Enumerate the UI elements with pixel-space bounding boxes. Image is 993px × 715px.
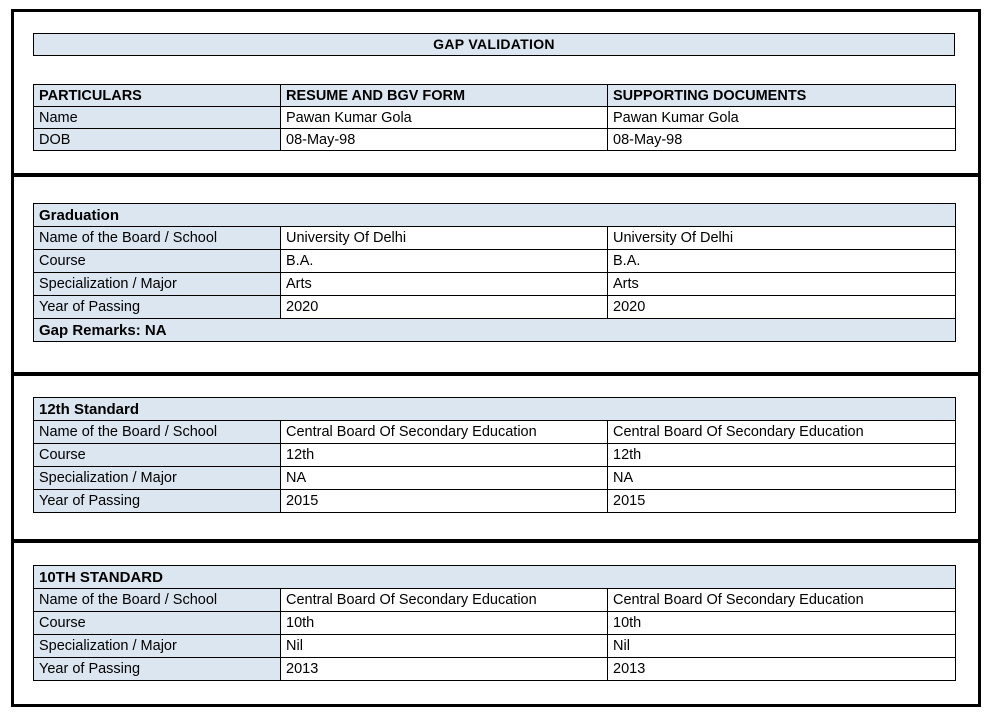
table-header-row: PARTICULARS RESUME AND BGV FORM SUPPORTI… <box>33 84 956 107</box>
row-course: Course 12th 12th <box>33 443 957 467</box>
row-specialization: Specialization / Major Nil Nil <box>33 634 956 658</box>
cell-resume-value: Arts <box>280 272 608 296</box>
gap-validation-document: GAP VALIDATION PARTICULARS RESUME AND BG… <box>11 9 981 707</box>
cell-supporting-value: 08-May-98 <box>607 128 956 151</box>
cell-resume-value: Pawan Kumar Gola <box>280 106 608 129</box>
column-header-resume-bgv: RESUME AND BGV FORM <box>280 84 608 107</box>
cell-resume-value: 2015 <box>280 489 608 513</box>
cell-label: Year of Passing <box>33 657 281 681</box>
cell-label: Year of Passing <box>33 489 281 513</box>
section-header-row: 12th Standard <box>32 397 957 421</box>
gap-remarks-row: Gap Remarks: NA <box>32 318 957 342</box>
section-12th-standard: 12th Standard Name of the Board / School… <box>14 376 978 539</box>
column-header-particulars: PARTICULARS <box>33 84 281 107</box>
cell-resume-value: Central Board Of Secondary Education <box>280 588 608 612</box>
row-course: Course B.A. B.A. <box>33 249 957 273</box>
section-header-row: 10TH STANDARD <box>33 565 956 589</box>
cell-supporting-value: Pawan Kumar Gola <box>607 106 956 129</box>
row-specialization: Specialization / Major Arts Arts <box>33 272 957 296</box>
document-title: GAP VALIDATION <box>433 36 555 52</box>
cell-label: Name of the Board / School <box>33 420 281 444</box>
section-divider <box>14 173 978 177</box>
cell-label: Course <box>33 611 281 635</box>
section-divider <box>14 372 978 376</box>
cell-supporting-value: Central Board Of Secondary Education <box>606 420 957 444</box>
cell-supporting-value: NA <box>606 466 957 490</box>
section-header-12th: 12th Standard <box>32 397 957 421</box>
row-year-of-passing: Year of Passing 2015 2015 <box>33 489 957 513</box>
tenth-standard-table: 10TH STANDARD Name of the Board / School… <box>33 565 956 681</box>
cell-label: Specialization / Major <box>33 272 281 296</box>
cell-supporting-value: Arts <box>606 272 957 296</box>
cell-resume-value: 08-May-98 <box>280 128 608 151</box>
cell-supporting-value: Central Board Of Secondary Education <box>607 588 956 612</box>
cell-supporting-value: 2020 <box>606 295 957 319</box>
section-10th-standard: 10TH STANDARD Name of the Board / School… <box>14 543 978 704</box>
cell-label: Course <box>33 443 281 467</box>
row-dob: DOB 08-May-98 08-May-98 <box>33 128 956 151</box>
cell-supporting-value: 10th <box>607 611 956 635</box>
section-header-row: Graduation <box>32 203 957 227</box>
column-header-supporting-docs: SUPPORTING DOCUMENTS <box>607 84 956 107</box>
cell-label: Name <box>33 106 281 129</box>
cell-label: Specialization / Major <box>33 634 281 658</box>
row-course: Course 10th 10th <box>33 611 956 635</box>
twelfth-standard-table: 12th Standard Name of the Board / School… <box>32 397 957 513</box>
cell-resume-value: 10th <box>280 611 608 635</box>
row-board-school: Name of the Board / School Central Board… <box>33 420 957 444</box>
cell-label: DOB <box>33 128 281 151</box>
cell-resume-value: B.A. <box>280 249 608 273</box>
section-header-graduation: Graduation <box>32 203 957 227</box>
cell-supporting-value: B.A. <box>606 249 957 273</box>
cell-resume-value: 2020 <box>280 295 608 319</box>
row-board-school: Name of the Board / School Central Board… <box>33 588 956 612</box>
cell-resume-value: 12th <box>280 443 608 467</box>
section-divider <box>14 539 978 543</box>
cell-supporting-value: 2015 <box>606 489 957 513</box>
cell-supporting-value: University Of Delhi <box>606 226 957 250</box>
row-year-of-passing: Year of Passing 2020 2020 <box>33 295 957 319</box>
particulars-table: PARTICULARS RESUME AND BGV FORM SUPPORTI… <box>33 84 956 151</box>
cell-resume-value: Central Board Of Secondary Education <box>280 420 608 444</box>
row-name: Name Pawan Kumar Gola Pawan Kumar Gola <box>33 106 956 129</box>
cell-supporting-value: 2013 <box>607 657 956 681</box>
cell-label: Specialization / Major <box>33 466 281 490</box>
cell-label: Name of the Board / School <box>33 226 281 250</box>
section-graduation: Graduation Name of the Board / School Un… <box>14 177 978 372</box>
graduation-table: Graduation Name of the Board / School Un… <box>32 203 957 342</box>
section-header-10th: 10TH STANDARD <box>33 565 956 589</box>
row-board-school: Name of the Board / School University Of… <box>33 226 957 250</box>
row-specialization: Specialization / Major NA NA <box>33 466 957 490</box>
cell-resume-value: University Of Delhi <box>280 226 608 250</box>
row-year-of-passing: Year of Passing 2013 2013 <box>33 657 956 681</box>
cell-supporting-value: 12th <box>606 443 957 467</box>
cell-label: Course <box>33 249 281 273</box>
document-title-bar: GAP VALIDATION <box>33 33 955 56</box>
gap-remarks: Gap Remarks: NA <box>32 318 957 342</box>
cell-resume-value: Nil <box>280 634 608 658</box>
cell-resume-value: NA <box>280 466 608 490</box>
cell-label: Year of Passing <box>33 295 281 319</box>
cell-label: Name of the Board / School <box>33 588 281 612</box>
section-particulars: GAP VALIDATION PARTICULARS RESUME AND BG… <box>14 12 978 173</box>
cell-resume-value: 2013 <box>280 657 608 681</box>
cell-supporting-value: Nil <box>607 634 956 658</box>
